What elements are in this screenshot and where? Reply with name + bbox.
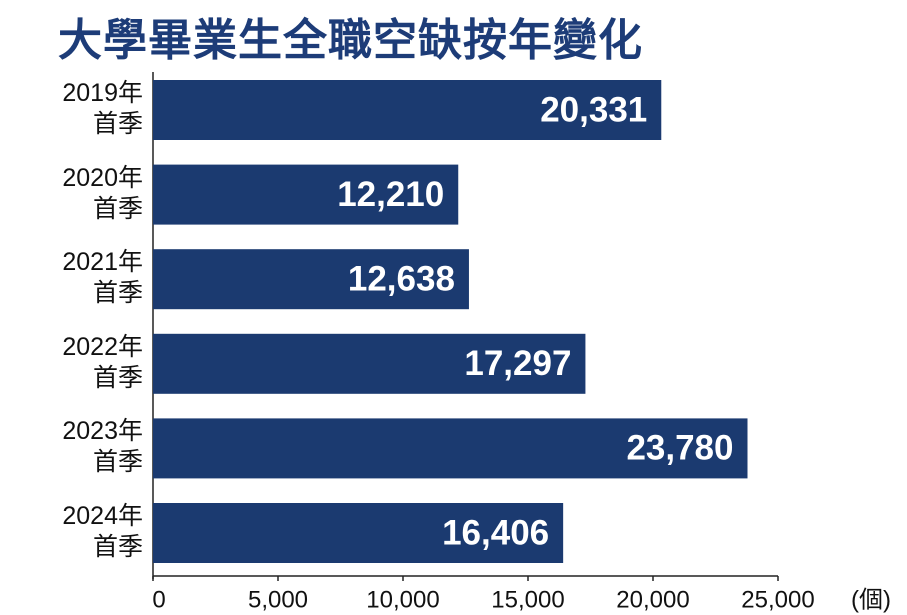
- x-tick-label: 0: [152, 586, 165, 613]
- x-tick-label: 10,000: [366, 586, 439, 613]
- x-tick-label: 15,000: [491, 586, 564, 613]
- y-tick-label: 2021年 首季: [62, 248, 143, 308]
- chart-title: 大學畢業生全職空缺按年變化: [58, 16, 643, 65]
- y-tick-label: 2023年 首季: [62, 417, 143, 477]
- bar: [153, 503, 564, 563]
- bar: [153, 418, 748, 479]
- y-tick-label: 2024年 首季: [62, 502, 143, 561]
- x-tick-label: 5,000: [248, 586, 308, 613]
- bar: [153, 333, 586, 394]
- value-label: 20,331: [540, 90, 647, 129]
- x-tick-label: 25,000: [741, 586, 814, 613]
- value-label: 16,406: [442, 513, 549, 552]
- y-tick-label: 2019年 首季: [62, 79, 143, 138]
- bar: [153, 80, 662, 140]
- y-tick-label: 2022年 首季: [62, 332, 143, 392]
- bar: [153, 164, 459, 225]
- value-label: 23,780: [626, 429, 733, 468]
- value-label: 12,210: [337, 175, 444, 214]
- x-tick-label: 20,000: [616, 586, 689, 613]
- x-axis-unit: (個): [851, 586, 891, 613]
- value-label: 17,297: [464, 344, 571, 383]
- bar: [153, 249, 469, 310]
- value-label: 12,638: [348, 259, 455, 298]
- y-tick-label: 2020年 首季: [62, 163, 143, 223]
